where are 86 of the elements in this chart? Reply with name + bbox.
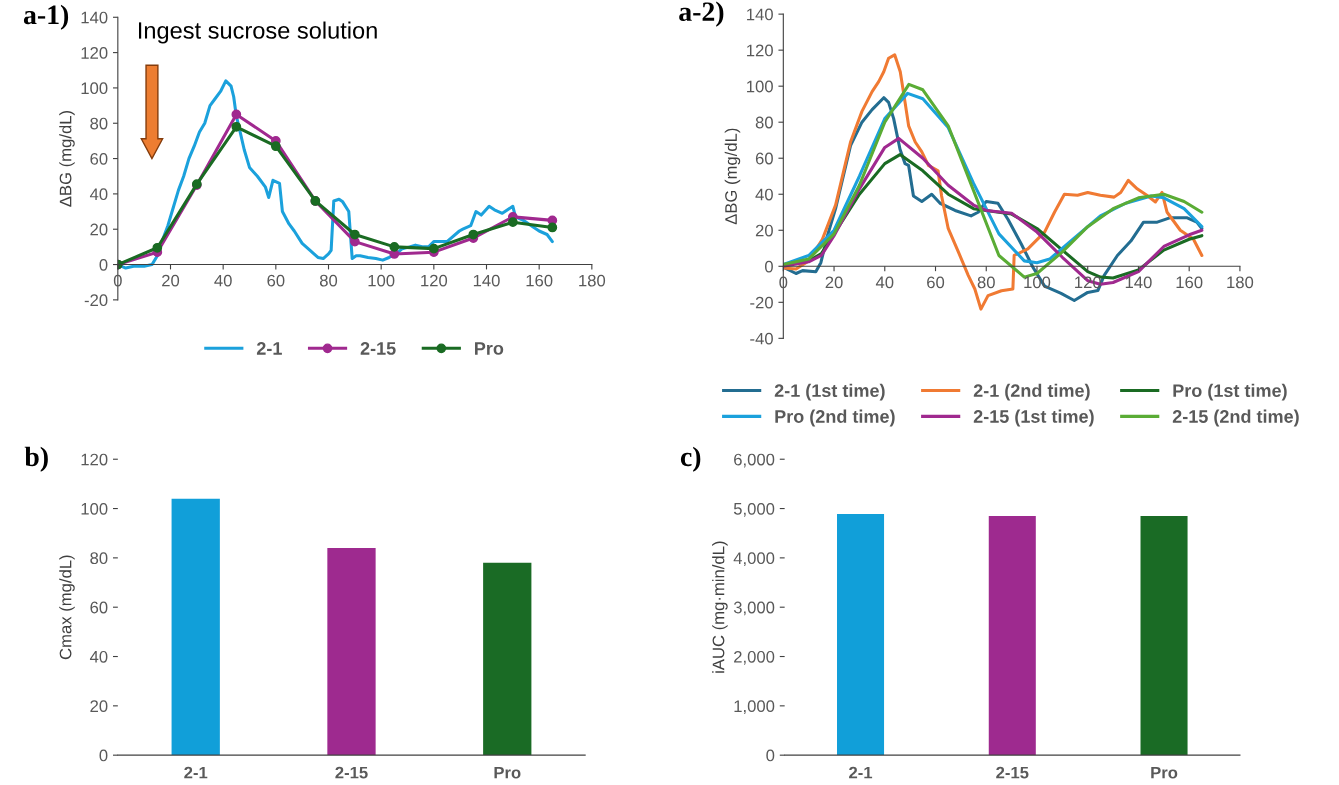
annotation: Ingest sucrose solution: [138, 21, 377, 44]
y-tick-label: 20: [90, 700, 108, 713]
y-axis-title: Cmax (mg/dL): [59, 555, 75, 660]
y-tick-label: 80: [90, 117, 108, 130]
x-tick-label: 2-15: [335, 766, 368, 779]
y-tick-label: 0: [99, 749, 108, 762]
legend-label: Pro: [475, 342, 504, 355]
y-tick-label: 140: [81, 11, 108, 24]
bar: [483, 562, 532, 756]
x-tick-label: 80: [977, 276, 995, 289]
y-tick-label: 20: [755, 224, 773, 237]
x-tick-label: 40: [875, 276, 894, 289]
y-tick-label: 0: [99, 258, 108, 271]
x-tick-label: 140: [473, 274, 500, 287]
legend-label: 2-1: [256, 342, 282, 355]
y-tick-label: 120: [81, 47, 108, 59]
y-tick-label: 60: [755, 152, 773, 165]
x-tick-label: 80: [319, 274, 338, 287]
y-tick-label: 6,000: [734, 453, 775, 468]
y-tick-label: 1,000: [734, 700, 775, 715]
y-tick-label: 0: [766, 749, 775, 762]
x-tick-label: 100: [368, 274, 395, 287]
x-tick-label: Pro: [1151, 766, 1178, 779]
x-tick-label: 2-15: [996, 766, 1029, 779]
x-tick-label: 20: [162, 274, 180, 287]
y-tick-label: 2,000: [734, 650, 775, 665]
y-tick-label: 3,000: [733, 601, 775, 616]
chart-title: a-2): [679, 1, 724, 27]
y-tick-label: 40: [89, 650, 108, 663]
y-axis-title: ΔBG (mg/dL): [59, 110, 75, 207]
point: [507, 217, 518, 228]
x-tick-label: 160: [526, 274, 553, 287]
x-tick-label: 180: [1227, 276, 1254, 289]
y-tick-label: 0: [764, 260, 773, 273]
point: [389, 242, 400, 252]
y-tick-label: -40: [750, 332, 773, 345]
legend-label: 2-15: [360, 342, 396, 355]
legend-label: Pro (2nd time): [775, 409, 895, 427]
x-tick-label: 140: [1125, 276, 1152, 289]
y-tick-label: -20: [750, 296, 773, 309]
bar: [327, 548, 376, 756]
legend-label: Pro (1st time): [1173, 383, 1287, 401]
chart-title: c): [680, 446, 701, 472]
y-tick-label: 60: [90, 601, 108, 614]
point: [270, 141, 281, 152]
y-tick-label: 40: [89, 188, 108, 201]
x-tick-label: 160: [1176, 276, 1203, 289]
legend-label: 2-1 (1st time): [774, 383, 885, 401]
point: [547, 222, 558, 233]
x-tick-label: 20: [825, 276, 843, 289]
y-axis-title: iAUC (mg·min/dL): [712, 541, 728, 673]
x-tick-label: 60: [267, 274, 285, 287]
x-tick-label: Pro: [494, 766, 521, 779]
chart-title: b): [24, 446, 48, 472]
point: [428, 243, 439, 254]
y-tick-label: 100: [747, 80, 773, 93]
y-tick-label: 140: [747, 8, 773, 21]
point: [152, 242, 163, 253]
x-tick-label: 120: [421, 274, 448, 287]
x-tick-label: 2-1: [184, 766, 208, 779]
y-tick-label: 60: [90, 152, 108, 165]
point: [468, 229, 479, 240]
point: [231, 121, 242, 132]
legend-label: 2-15 (1st time): [973, 409, 1094, 427]
bar: [171, 498, 220, 756]
y-tick-label: 4,000: [733, 552, 775, 567]
x-tick-label: 180: [579, 274, 606, 287]
y-tick-label: 40: [755, 188, 773, 201]
y-axis-title: ΔBG (mg/dL): [724, 128, 741, 225]
y-tick-label: 100: [81, 502, 108, 515]
y-tick-label: 20: [90, 223, 108, 236]
legend-label: 2-15 (2nd time): [1172, 409, 1299, 427]
point: [231, 109, 242, 120]
y-tick-label: -20: [84, 294, 108, 307]
x-tick-label: 2-1: [849, 766, 873, 779]
x-tick-label: 40: [214, 274, 232, 287]
point: [349, 229, 360, 240]
y-tick-label: 5,000: [733, 502, 775, 517]
y-tick-label: 80: [90, 552, 108, 565]
y-tick-label: 100: [81, 82, 108, 95]
chart-title: a-1): [23, 4, 69, 30]
x-tick-label: 60: [927, 276, 945, 289]
y-tick-label: 80: [755, 116, 773, 129]
y-tick-label: 120: [747, 44, 773, 57]
y-tick-label: 120: [81, 453, 108, 466]
legend-label: 2-1 (2nd time): [973, 383, 1090, 401]
